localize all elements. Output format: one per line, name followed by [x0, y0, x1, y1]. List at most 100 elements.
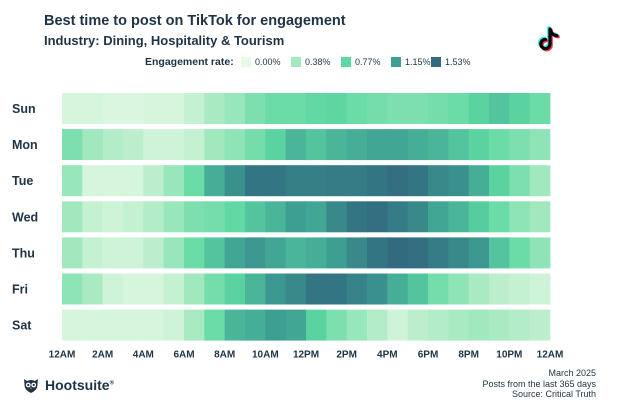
heatmap-cell	[163, 309, 185, 341]
heatmap-cell	[489, 273, 510, 305]
heatmap-cell	[448, 273, 470, 305]
heatmap-cell	[407, 93, 429, 124]
heatmap-cell	[102, 93, 124, 124]
heatmap-cell	[346, 165, 368, 197]
heatmap-cell	[367, 309, 388, 341]
heatmap-cell	[62, 129, 83, 161]
heatmap-cell	[143, 93, 165, 124]
heatmap-cell	[143, 201, 165, 233]
legend-label: 0.00%	[255, 57, 281, 67]
heatmap-cell	[529, 237, 551, 269]
heatmap-cell	[529, 129, 551, 161]
heatmap-cell	[509, 273, 531, 305]
heatmap-cell	[509, 201, 531, 233]
heatmap-cell	[102, 165, 124, 197]
heatmap-cell	[346, 93, 368, 124]
heatmap-cell	[62, 93, 83, 124]
row-label-mon: Mon	[12, 138, 38, 152]
heatmap-cell	[448, 165, 470, 197]
heatmap-cell	[265, 273, 287, 305]
row-label-wed: Wed	[12, 210, 38, 224]
heatmap-cell	[367, 273, 388, 305]
heatmap-cell	[245, 201, 266, 233]
heatmap-cell	[265, 237, 287, 269]
heatmap-cell	[163, 273, 185, 305]
heatmap-cell	[143, 165, 165, 197]
heatmap-cell	[306, 201, 327, 233]
heatmap-cell	[204, 237, 226, 269]
heatmap-cell	[448, 237, 470, 269]
x-tick-label: 4AM	[133, 350, 154, 361]
x-tick-label: 12PM	[293, 350, 319, 361]
heatmap-cell	[468, 129, 490, 161]
owl-icon	[24, 379, 38, 393]
heatmap-cell	[285, 129, 307, 161]
heatmap-cell	[448, 309, 470, 341]
legend-item: 1.53%	[431, 57, 471, 67]
x-tick-label: 2AM	[92, 350, 113, 361]
heatmap-cell	[468, 165, 490, 197]
heatmap-cell	[367, 129, 388, 161]
heatmap-cell	[163, 237, 185, 269]
heatmap-cell	[62, 273, 83, 305]
heatmap-cell	[245, 93, 266, 124]
x-tick-label: 6AM	[173, 350, 194, 361]
heatmap-cell	[468, 309, 490, 341]
heatmap-cell	[346, 237, 368, 269]
legend-item: 1.15%	[391, 57, 431, 67]
heatmap-cell	[509, 237, 531, 269]
heatmap-cell	[387, 237, 409, 269]
heatmap-cell	[326, 93, 348, 124]
heatmap-cell	[285, 201, 307, 233]
row-label-sat: Sat	[12, 319, 32, 333]
heatmap-cell	[306, 237, 327, 269]
heatmap-cell	[204, 165, 226, 197]
heatmap-cell	[184, 165, 205, 197]
heatmap-cell	[245, 273, 266, 305]
tiktok-icon	[530, 20, 568, 58]
heatmap-cell	[387, 201, 409, 233]
heatmap-cell	[285, 165, 307, 197]
x-tick-label: 12AM	[49, 350, 76, 361]
heatmap-cell	[387, 93, 409, 124]
x-tick-label: 10AM	[252, 350, 279, 361]
heatmap-cell	[428, 273, 449, 305]
heatmap-cell	[123, 273, 144, 305]
brand-name: Hootsuite	[45, 377, 110, 393]
heatmap-cell	[448, 201, 470, 233]
heatmap-cell	[468, 93, 490, 124]
heatmap-cell	[489, 165, 510, 197]
heatmap-cell	[62, 201, 83, 233]
heatmap-cell	[163, 93, 185, 124]
heatmap-cell	[143, 273, 165, 305]
heatmap-cell	[123, 237, 144, 269]
heatmap-cell	[82, 309, 104, 341]
hootsuite-logo: Hootsuite®	[22, 376, 114, 394]
heatmap-cell	[326, 165, 348, 197]
heatmap-cell	[204, 201, 226, 233]
heatmap-cell	[102, 309, 124, 341]
heatmap-cell	[224, 273, 246, 305]
heatmap-cell	[123, 165, 144, 197]
heatmap-cell	[367, 165, 388, 197]
heatmap-cell	[468, 237, 490, 269]
heatmap-cell	[489, 129, 510, 161]
heatmap-cell	[184, 309, 205, 341]
x-tick-label: 10PM	[496, 350, 522, 361]
heatmap-cell	[265, 309, 287, 341]
heatmap-cell	[346, 309, 368, 341]
heatmap-cell	[82, 93, 104, 124]
heatmap-cell	[346, 129, 368, 161]
row-label-thu: Thu	[12, 246, 35, 260]
heatmap-cell	[204, 129, 226, 161]
heatmap-cell	[224, 93, 246, 124]
chart-subtitle: Industry: Dining, Hospitality & Tourism	[44, 33, 285, 48]
heatmap-cell	[143, 129, 165, 161]
legend-label: 0.77%	[355, 57, 381, 67]
heatmap-cell	[204, 273, 226, 305]
heatmap-cell	[448, 93, 470, 124]
heatmap-cell	[326, 129, 348, 161]
legend-swatch	[341, 57, 351, 67]
heatmap-cell	[123, 309, 144, 341]
legend-swatch	[391, 57, 401, 67]
